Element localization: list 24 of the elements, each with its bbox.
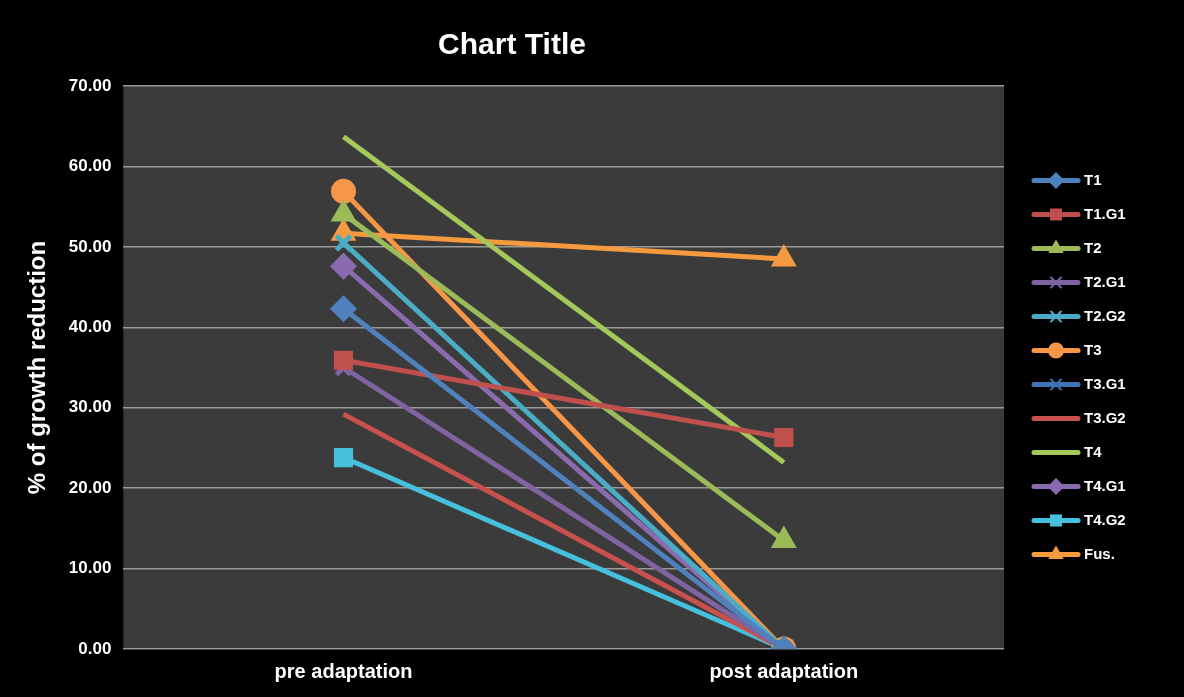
- legend-label: T2.G1: [1084, 272, 1126, 290]
- chart-title: Chart Title: [438, 27, 586, 61]
- y-tick-label: 30.00: [68, 397, 112, 417]
- legend-label: Fus.: [1084, 544, 1115, 562]
- legend-label: T1.G1: [1084, 204, 1126, 222]
- y-tick-label: 40.00: [68, 316, 112, 336]
- y-tick-label: 0.00: [78, 638, 112, 658]
- legend-label: T4.G1: [1084, 476, 1126, 494]
- x-tick-label: post adaptation: [709, 659, 859, 682]
- legend-label: T1: [1084, 170, 1102, 188]
- legend-label: T2.G2: [1084, 306, 1126, 324]
- legend-label: T3: [1084, 340, 1102, 358]
- y-tick-label: 50.00: [68, 236, 112, 256]
- legend-label: T2: [1084, 238, 1102, 256]
- y-tick-label: 70.00: [68, 75, 112, 95]
- legend-label: T3.G1: [1084, 374, 1126, 392]
- y-tick-label: 60.00: [68, 156, 112, 176]
- x-tick-label: pre adaptation: [274, 659, 413, 682]
- legend-label: T4: [1084, 442, 1103, 460]
- y-tick-label: 10.00: [68, 558, 112, 578]
- y-axis-title: % of growth reduction: [23, 240, 51, 495]
- legend-label: T4.G2: [1084, 510, 1126, 528]
- y-tick-label: 20.00: [68, 477, 112, 497]
- legend-label: T3.G2: [1084, 408, 1126, 426]
